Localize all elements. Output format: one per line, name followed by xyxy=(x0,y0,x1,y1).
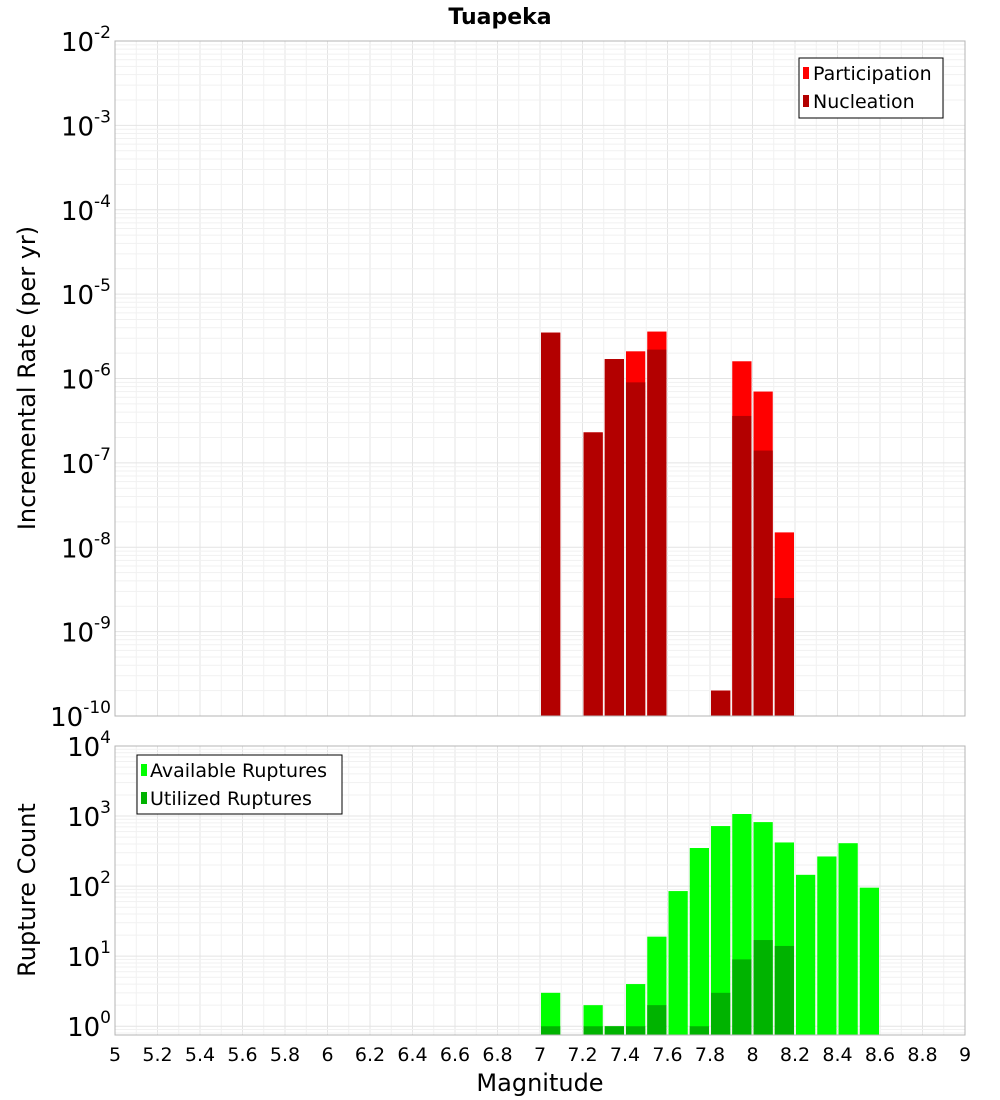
count-bar-available-ruptures xyxy=(838,843,858,1035)
x-tick-label: 8.4 xyxy=(822,1044,852,1066)
count-bar-utilized-ruptures xyxy=(583,1026,603,1035)
y-tick-label: 10-10 xyxy=(50,698,111,733)
rate-bar-nucleation xyxy=(774,598,794,716)
rate-bar-nucleation xyxy=(604,359,624,716)
y-tick-label: 100 xyxy=(67,1008,111,1043)
count-bar-utilized-ruptures xyxy=(647,1005,667,1035)
top-y-axis-label: Incremental Rate (per yr) xyxy=(13,226,41,530)
count-bar-utilized-ruptures xyxy=(541,1026,561,1035)
x-tick-label: 5.2 xyxy=(142,1044,172,1066)
x-tick-label: 5 xyxy=(109,1044,121,1066)
x-tick-label: 8 xyxy=(746,1044,758,1066)
x-tick-label: 6.4 xyxy=(397,1044,427,1066)
nucleation-legend-swatch xyxy=(803,95,809,107)
count-bar-available-ruptures xyxy=(626,984,646,1035)
y-tick-label: 10-2 xyxy=(61,23,111,58)
incremental-rate-panel: 10-10 10-9 10-8 10-7 10-6 10-5 10-4 10-3 10-2 In… xyxy=(13,23,966,733)
x-tick-labels: 5 5.2 5.4 5.6 5.8 6 6.2 6.4 6.6 6.8 7 7.2 7.4 7.6 7.8 8… xyxy=(109,1044,971,1066)
rupture-count-panel: 100 101 102 103 104 5 5.2 5.4 5.6 5.8 6 6.2 6.4 6.6 6… xyxy=(13,728,971,1097)
participation-legend-label: Participation xyxy=(813,63,932,85)
count-bar-utilized-ruptures xyxy=(711,992,731,1035)
rate-bar-nucleation xyxy=(541,332,561,716)
y-tick-label: 10-7 xyxy=(61,445,111,480)
top-legend: Participation Nucleation xyxy=(798,57,944,119)
top-y-tick-labels: 10-10 10-9 10-8 10-7 10-6 10-5 10-4 10-3 10-2 xyxy=(50,23,111,733)
rate-bar-nucleation xyxy=(626,382,646,716)
y-tick-label: 104 xyxy=(67,728,111,763)
y-tick-label: 10-3 xyxy=(61,107,111,142)
count-bar-available-ruptures xyxy=(859,887,879,1035)
y-tick-label: 102 xyxy=(67,868,111,903)
y-tick-label: 101 xyxy=(67,938,111,973)
bottom-y-tick-labels: 100 101 102 103 104 xyxy=(67,728,111,1043)
rate-bar-nucleation xyxy=(711,690,731,716)
x-tick-label: 9 xyxy=(959,1044,971,1066)
count-bar-utilized-ruptures xyxy=(689,1026,709,1035)
top-panel-grid xyxy=(114,40,966,717)
count-bar-available-ruptures xyxy=(817,856,837,1035)
bottom-legend-box xyxy=(136,754,343,815)
x-tick-label: 8.2 xyxy=(780,1044,810,1066)
count-bar-available-ruptures xyxy=(689,848,709,1035)
top-plot-frame xyxy=(114,40,966,717)
x-tick-label: 5.6 xyxy=(227,1044,257,1066)
rate-bar-nucleation xyxy=(583,432,603,716)
bottom-plot-frame xyxy=(114,745,966,1036)
rate-bar-nucleation xyxy=(647,349,667,716)
bottom-panel-bars xyxy=(541,814,879,1035)
x-tick-label: 6.8 xyxy=(482,1044,512,1066)
x-tick-label: 6.6 xyxy=(440,1044,470,1066)
y-tick-label: 10-9 xyxy=(61,614,111,649)
x-tick-label: 6.2 xyxy=(355,1044,385,1066)
count-bar-available-ruptures xyxy=(541,992,561,1035)
count-bar-utilized-ruptures xyxy=(626,1026,646,1035)
x-axis-label: Magnitude xyxy=(476,1069,603,1097)
x-tick-label: 6 xyxy=(321,1044,333,1066)
count-bar-utilized-ruptures xyxy=(753,940,773,1035)
rate-bar-nucleation xyxy=(753,450,773,716)
count-bar-utilized-ruptures xyxy=(604,1026,624,1035)
utilized-ruptures-legend-label: Utilized Ruptures xyxy=(150,788,312,810)
bottom-legend: Available Ruptures Utilized Ruptures xyxy=(136,754,343,815)
y-tick-label: 10-5 xyxy=(61,276,111,311)
chart-title: Tuapeka xyxy=(448,5,551,30)
x-tick-label: 7.2 xyxy=(567,1044,597,1066)
available-ruptures-legend-label: Available Ruptures xyxy=(150,760,327,782)
x-tick-label: 5.8 xyxy=(270,1044,300,1066)
top-panel-bars xyxy=(541,331,794,716)
y-tick-label: 10-8 xyxy=(61,529,111,564)
participation-legend-swatch xyxy=(803,67,809,79)
bottom-y-axis-label: Rupture Count xyxy=(13,803,41,977)
count-bar-utilized-ruptures xyxy=(732,959,752,1035)
x-tick-label: 7.4 xyxy=(610,1044,640,1066)
y-tick-label: 10-4 xyxy=(61,192,111,227)
count-bar-utilized-ruptures xyxy=(774,945,794,1035)
top-legend-box xyxy=(798,57,944,119)
x-tick-label: 5.4 xyxy=(185,1044,215,1066)
x-tick-label: 7.6 xyxy=(652,1044,682,1066)
available-ruptures-legend-swatch xyxy=(141,764,147,776)
count-bar-available-ruptures xyxy=(668,891,688,1035)
utilized-ruptures-legend-swatch xyxy=(141,792,147,804)
x-tick-label: 8.8 xyxy=(907,1044,937,1066)
x-tick-label: 7.8 xyxy=(695,1044,725,1066)
y-tick-label: 103 xyxy=(67,798,111,833)
y-tick-label: 10-6 xyxy=(61,361,111,396)
rate-bar-nucleation xyxy=(732,415,752,716)
nucleation-legend-label: Nucleation xyxy=(813,91,915,113)
x-tick-label: 7 xyxy=(534,1044,546,1066)
count-bar-available-ruptures xyxy=(711,826,731,1035)
x-tick-label: 8.6 xyxy=(865,1044,895,1066)
count-bar-available-ruptures xyxy=(796,874,816,1035)
